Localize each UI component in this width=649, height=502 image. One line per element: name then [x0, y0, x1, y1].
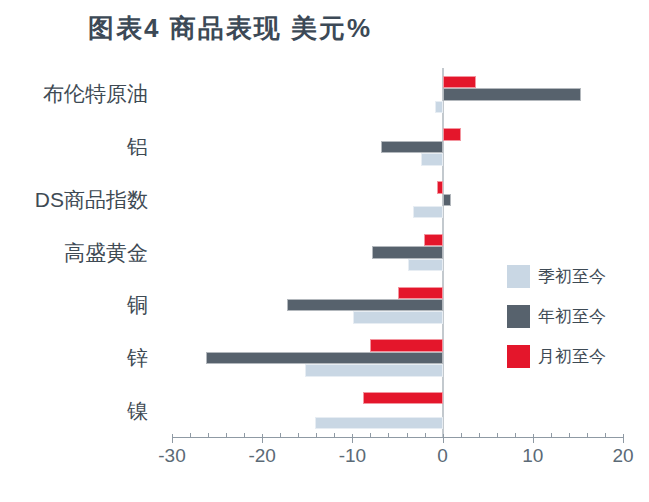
bar: [443, 194, 451, 206]
bar: [424, 234, 443, 246]
x-axis-tick-label: 0: [413, 445, 473, 467]
x-axis-tick-label: -10: [322, 445, 382, 467]
x-axis-minor-tick: [551, 433, 552, 437]
bar: [315, 417, 443, 429]
x-axis-major-tick: [533, 434, 534, 443]
x-axis-line: [172, 437, 624, 438]
bar: [437, 181, 442, 193]
bar: [372, 246, 442, 258]
bar: [206, 352, 442, 364]
category-label: DS商品指数: [0, 187, 148, 213]
x-axis-minor-tick: [461, 433, 462, 437]
bar: [381, 141, 442, 153]
bar: [443, 76, 476, 88]
x-axis-major-tick: [623, 434, 624, 443]
x-axis-minor-tick: [425, 433, 426, 437]
x-axis-minor-tick: [316, 433, 317, 437]
legend-swatch-3: [507, 345, 530, 368]
category-label: 镍: [0, 398, 148, 424]
category-label: 高盛黄金: [0, 240, 148, 266]
x-axis-tick-label: -20: [232, 445, 292, 467]
x-axis-minor-tick: [334, 433, 335, 437]
x-axis-minor-tick: [587, 433, 588, 437]
bar: [421, 153, 443, 165]
x-axis-major-tick: [443, 434, 444, 443]
commodity-performance-chart: 图表4 商品表现 美元% 布伦特原油铝 DS商品指数高盛黄金铜锌镍 -30 -20 -1…: [0, 0, 649, 502]
legend-swatch-2: [507, 305, 530, 328]
bar: [408, 259, 442, 271]
x-axis-minor-tick: [226, 433, 227, 437]
x-axis-tick-label: 10: [503, 445, 563, 467]
x-axis-minor-tick: [298, 433, 299, 437]
legend-label-3: 月初至今: [538, 345, 606, 368]
x-axis-minor-tick: [479, 433, 480, 437]
x-axis-tick-label: -30: [142, 445, 202, 467]
x-axis-major-tick: [262, 434, 263, 443]
x-axis-minor-tick: [388, 433, 389, 437]
bar: [305, 364, 443, 376]
x-axis-major-tick: [172, 434, 173, 443]
category-label: 锌: [0, 345, 148, 371]
x-axis-minor-tick: [569, 433, 570, 437]
x-axis-minor-tick: [280, 433, 281, 437]
legend-label-1: 季初至今: [538, 265, 606, 288]
bar: [435, 101, 442, 113]
x-axis-major-tick: [352, 434, 353, 443]
category-label: 布伦特原油: [0, 81, 148, 107]
x-axis-minor-tick: [244, 433, 245, 437]
x-axis-minor-tick: [497, 433, 498, 437]
bar: [370, 339, 442, 351]
x-axis-tick-label: 20: [593, 445, 649, 467]
legend-swatch-1: [507, 265, 530, 288]
x-axis-minor-tick: [605, 433, 606, 437]
bar: [287, 299, 443, 311]
bar: [443, 88, 581, 100]
bar: [398, 287, 442, 299]
x-axis-minor-tick: [515, 433, 516, 437]
category-label: 铝: [0, 134, 148, 160]
legend-label-2: 年初至今: [538, 305, 606, 328]
x-axis-minor-tick: [208, 433, 209, 437]
x-axis-minor-tick: [190, 433, 191, 437]
x-axis-minor-tick: [407, 433, 408, 437]
bar: [443, 128, 461, 140]
bar: [413, 206, 443, 218]
category-label: 铜: [0, 292, 148, 318]
chart-title: 图表4 商品表现 美元%: [88, 11, 372, 46]
bar: [363, 392, 442, 404]
x-axis-minor-tick: [370, 433, 371, 437]
bar: [353, 311, 442, 323]
